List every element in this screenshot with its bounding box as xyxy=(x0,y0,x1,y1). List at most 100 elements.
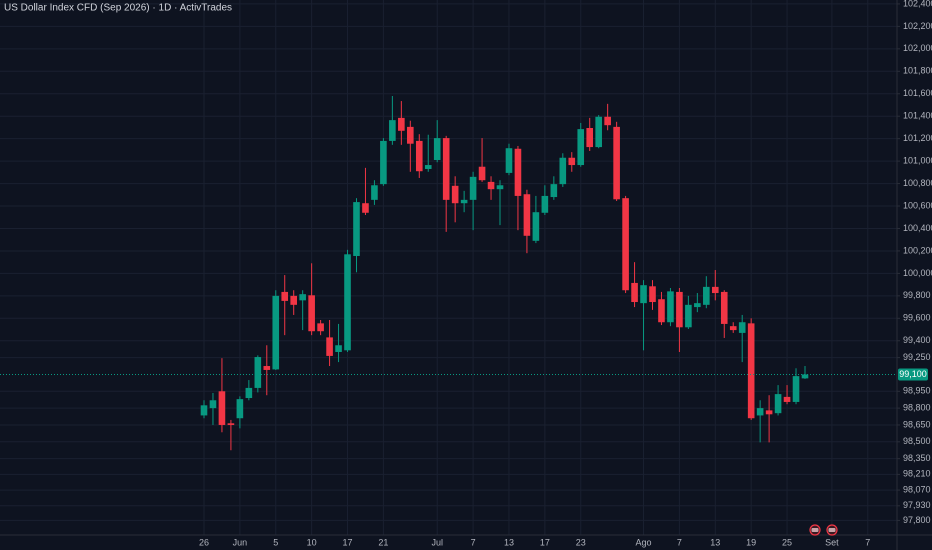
candle-body xyxy=(658,299,665,323)
y-tick-label: 100,600 xyxy=(903,200,932,210)
candle-body xyxy=(586,127,594,148)
y-tick-label: 99,600 xyxy=(903,313,931,323)
candle-body xyxy=(371,185,378,200)
y-tick-label: 102,000 xyxy=(903,43,932,53)
candle-body xyxy=(362,203,369,213)
candle-body xyxy=(532,212,540,241)
x-tick-label: 10 xyxy=(307,537,317,547)
candle-body xyxy=(478,166,486,181)
candle-body xyxy=(703,286,710,305)
candle-body xyxy=(398,117,405,131)
y-tick-label: 101,400 xyxy=(903,111,932,121)
candle-body xyxy=(263,366,271,370)
y-tick-label: 98,950 xyxy=(903,386,931,396)
candle-body xyxy=(640,285,647,304)
x-tick-label: 25 xyxy=(782,537,792,547)
candle-body xyxy=(756,408,764,416)
grid xyxy=(0,0,897,535)
candle-body xyxy=(720,291,728,324)
y-tick-label: 98,350 xyxy=(903,453,931,463)
candle-body xyxy=(568,157,576,166)
current-price-label: 99,100 xyxy=(899,369,927,379)
y-tick-label: 97,800 xyxy=(903,515,931,525)
candle-body xyxy=(380,140,387,185)
x-tick-label: 21 xyxy=(378,537,388,547)
candle-body xyxy=(765,410,773,415)
candle-body xyxy=(281,291,289,301)
y-tick-label: 99,400 xyxy=(903,335,931,345)
x-tick-label: 5 xyxy=(273,537,278,547)
y-tick-label: 101,000 xyxy=(903,155,932,165)
candle-body xyxy=(514,148,522,196)
y-tick-label: 98,500 xyxy=(903,436,931,446)
candle-body xyxy=(694,303,701,308)
x-tick-label: 7 xyxy=(471,537,476,547)
candle-body xyxy=(631,282,638,303)
candle-body xyxy=(299,294,306,301)
y-tick-label: 99,800 xyxy=(903,290,931,300)
candle-body xyxy=(801,374,809,379)
candle-body xyxy=(711,286,719,294)
candle-body xyxy=(433,138,441,160)
event-icon[interactable] xyxy=(809,524,821,536)
y-tick-label: 98,800 xyxy=(903,403,931,413)
y-tick-label: 98,210 xyxy=(903,469,931,479)
x-tick-label: Set xyxy=(825,537,839,547)
event-icon[interactable] xyxy=(826,524,838,536)
candle-body xyxy=(667,291,674,323)
candle-body xyxy=(290,295,297,305)
candle-body xyxy=(389,120,396,141)
candle-body xyxy=(729,326,737,331)
x-tick-label: 7 xyxy=(677,537,682,547)
candle-body xyxy=(442,138,450,200)
candle-body xyxy=(676,291,683,328)
y-tick-label: 100,800 xyxy=(903,178,932,188)
candle-body xyxy=(487,181,495,190)
y-tick-label: 100,000 xyxy=(903,268,932,278)
y-tick-label: 97,930 xyxy=(903,500,931,510)
candle-body xyxy=(685,304,692,328)
candle-body xyxy=(505,148,513,173)
x-tick-label: Jul xyxy=(431,537,443,547)
y-tick-label: 100,200 xyxy=(903,245,932,255)
x-tick-label: 26 xyxy=(199,537,209,547)
y-tick-label: 100,400 xyxy=(903,223,932,233)
candle-body xyxy=(272,295,280,370)
candle-body xyxy=(200,405,208,416)
candle-body xyxy=(783,396,791,402)
candle-body xyxy=(407,126,414,144)
candle-body xyxy=(747,323,755,419)
x-tick-label: Jun xyxy=(233,537,248,547)
candle-body xyxy=(622,198,629,291)
candle-body xyxy=(559,157,567,185)
candle-body xyxy=(227,423,235,425)
y-tick-label: 101,600 xyxy=(903,88,932,98)
candle-body xyxy=(792,376,800,402)
candle-body xyxy=(613,126,620,200)
candle-body xyxy=(335,345,342,352)
candle-body xyxy=(218,391,226,425)
candle-body xyxy=(424,165,432,169)
candle-body xyxy=(344,254,351,351)
candle-body xyxy=(254,357,262,388)
x-tick-label: 17 xyxy=(540,537,550,547)
candle-body xyxy=(550,184,558,198)
candle-body xyxy=(577,129,585,166)
candle-body xyxy=(738,322,746,333)
x-tick-label: 23 xyxy=(576,537,586,547)
candle-body xyxy=(317,323,324,332)
y-tick-label: 102,400 xyxy=(903,0,932,8)
candle-body xyxy=(460,199,468,204)
candle-body xyxy=(469,176,477,200)
candle-body xyxy=(209,400,217,409)
candle-body xyxy=(496,185,504,190)
candle-body xyxy=(523,194,531,236)
x-tick-label: Ago xyxy=(636,537,652,547)
candle-body xyxy=(774,394,782,414)
y-tick-label: 101,200 xyxy=(903,133,932,143)
x-tick-label: 17 xyxy=(343,537,353,547)
candle-body xyxy=(415,140,423,172)
candle-body xyxy=(451,185,459,204)
